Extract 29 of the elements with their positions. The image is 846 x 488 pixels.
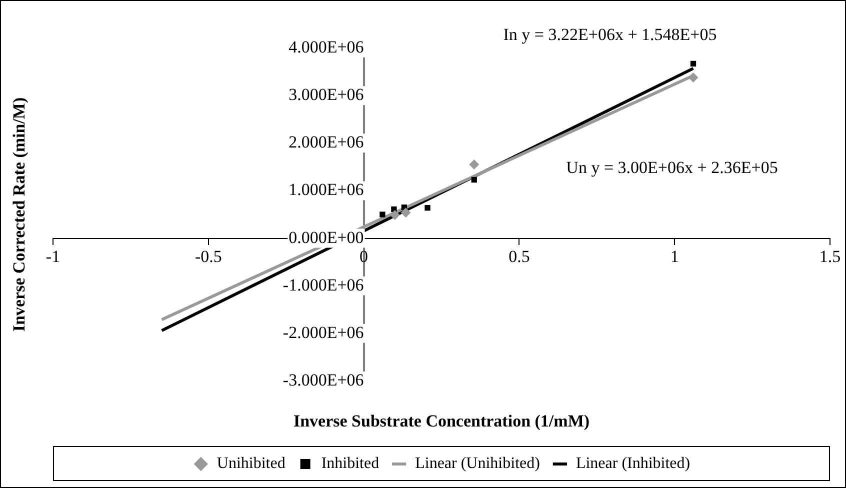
legend-label: Inhibited (321, 455, 380, 472)
x-tick-label: 1.5 (819, 246, 841, 266)
y-tick-label: 3.000E+06 (288, 85, 364, 104)
y-tick-label: 4.000E+06 (288, 37, 364, 56)
point (400, 208, 411, 218)
y-tick-label: -1.000E+06 (282, 275, 364, 294)
y-tick-label: 1.000E+06 (288, 180, 364, 200)
x-tick-label: 0.5 (508, 246, 530, 266)
legend-label: Linear (Inhibited) (576, 455, 690, 472)
x-axis-title: Inverse Substrate Concentration (1/mM) (293, 411, 590, 430)
point (380, 212, 386, 218)
x-tick-label: 1 (670, 246, 679, 266)
y-tick-label: 0.000E+00 (288, 228, 364, 247)
legend-label: Unihibited (216, 455, 286, 472)
annotation: Un y = 3.00E+06x + 2.36E+05 (566, 158, 778, 177)
y-tick-label: -2.000E+06 (282, 322, 364, 342)
point (688, 72, 698, 82)
text: In y = 3.22E+06x + 1.548E+05 (503, 24, 717, 44)
x-tick-label: -0.5 (194, 246, 222, 266)
x-tick-label: -1 (46, 246, 60, 266)
point (471, 176, 477, 183)
point (690, 60, 696, 67)
y-tick-label: 2.000E+06 (288, 132, 364, 152)
point (469, 160, 480, 170)
y-tick-label: -3.000E+06 (282, 370, 364, 390)
point (390, 210, 400, 220)
point (424, 205, 430, 211)
legend-label: Linear (Unihibited) (415, 455, 540, 472)
y-axis-title: Inverse Corrected Rate (min/M) (9, 97, 28, 332)
